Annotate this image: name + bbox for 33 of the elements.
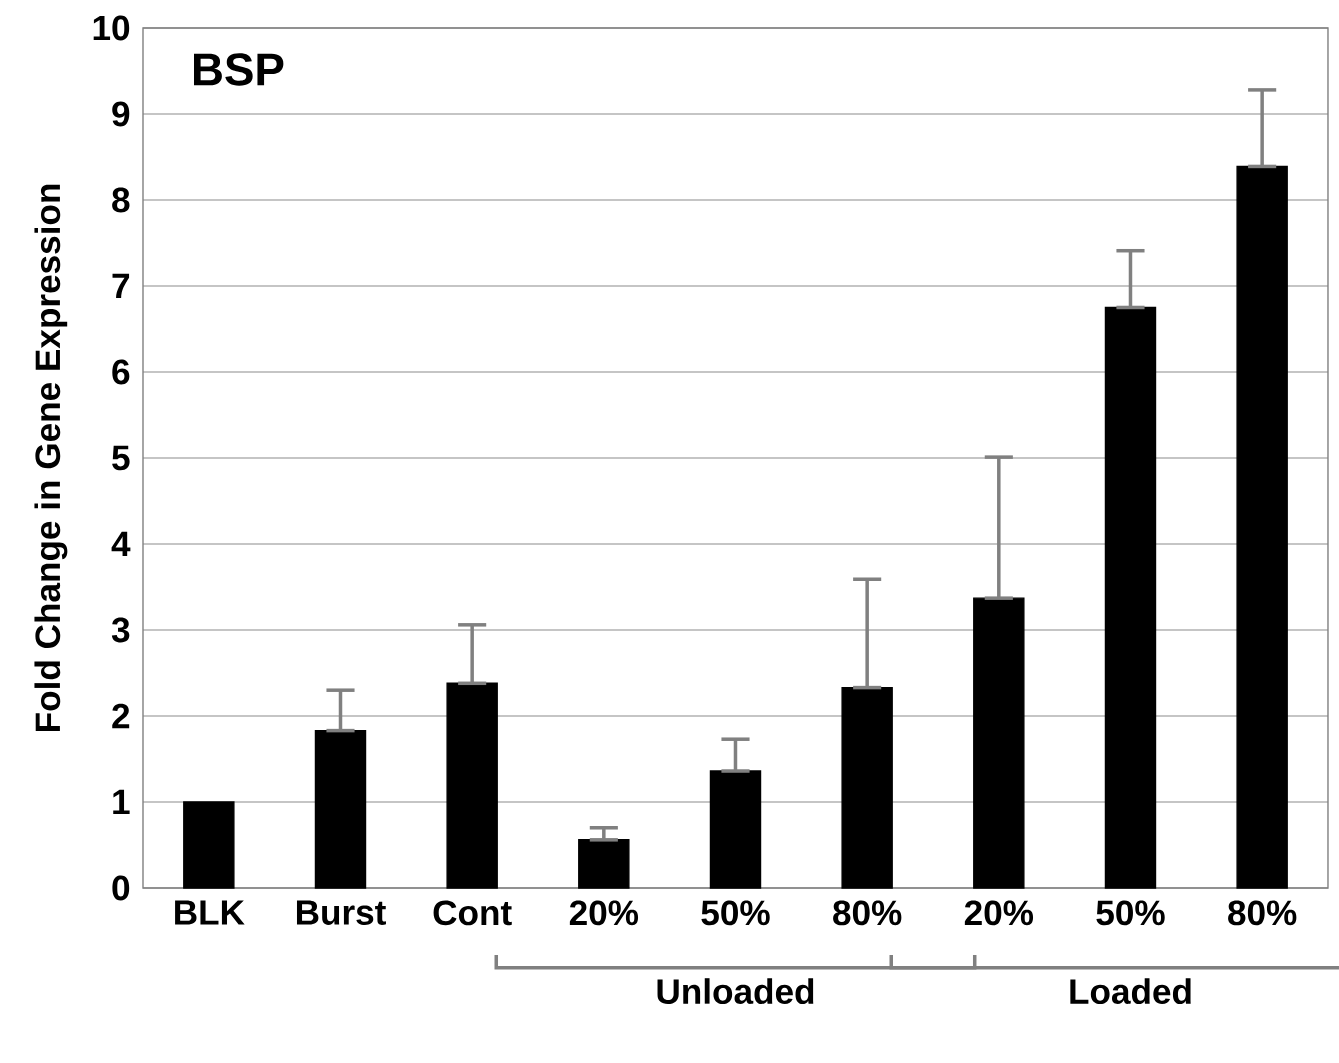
y-tick-label: 8	[112, 187, 130, 213]
text: Loaded	[1070, 978, 1191, 1004]
y-tick-label: 5	[112, 445, 130, 471]
x-tick-label: 20%	[569, 900, 639, 926]
y-tick-label: 6	[112, 359, 130, 385]
y-tick-label: 4	[111, 531, 131, 557]
bar	[709, 770, 762, 889]
text: Unloaded	[657, 978, 814, 1004]
bar	[973, 597, 1025, 889]
y-tick-label: 2	[112, 703, 130, 729]
annotation: BSP	[193, 53, 284, 86]
x-tick-label: 20%	[964, 900, 1034, 926]
x-tick-label: 50%	[701, 900, 770, 926]
x-tick-label: Burst	[296, 900, 386, 925]
y-tick-label: 1	[113, 789, 130, 815]
bar	[1236, 165, 1288, 889]
x-tick-label: 50%	[1096, 900, 1165, 926]
bar	[578, 839, 630, 889]
bar	[446, 682, 498, 889]
bar	[183, 801, 235, 889]
y-tick-label: 10	[93, 15, 130, 41]
x-tick-label: 80%	[1228, 900, 1297, 926]
bar	[1104, 306, 1157, 889]
bar	[314, 729, 367, 889]
y-tick-label: 3	[111, 617, 130, 643]
bar	[841, 686, 893, 889]
y-tick-label: 7	[112, 273, 130, 299]
x-tick-label: Cont	[433, 900, 512, 926]
x-tick-label: 80%	[833, 900, 902, 926]
y-axis-title: Fold Change in Gene Expression	[34, 184, 68, 731]
y-tick-label: 9	[112, 101, 130, 127]
x-tick-label: BLK	[175, 900, 245, 925]
y-tick-label: 0	[112, 875, 130, 901]
